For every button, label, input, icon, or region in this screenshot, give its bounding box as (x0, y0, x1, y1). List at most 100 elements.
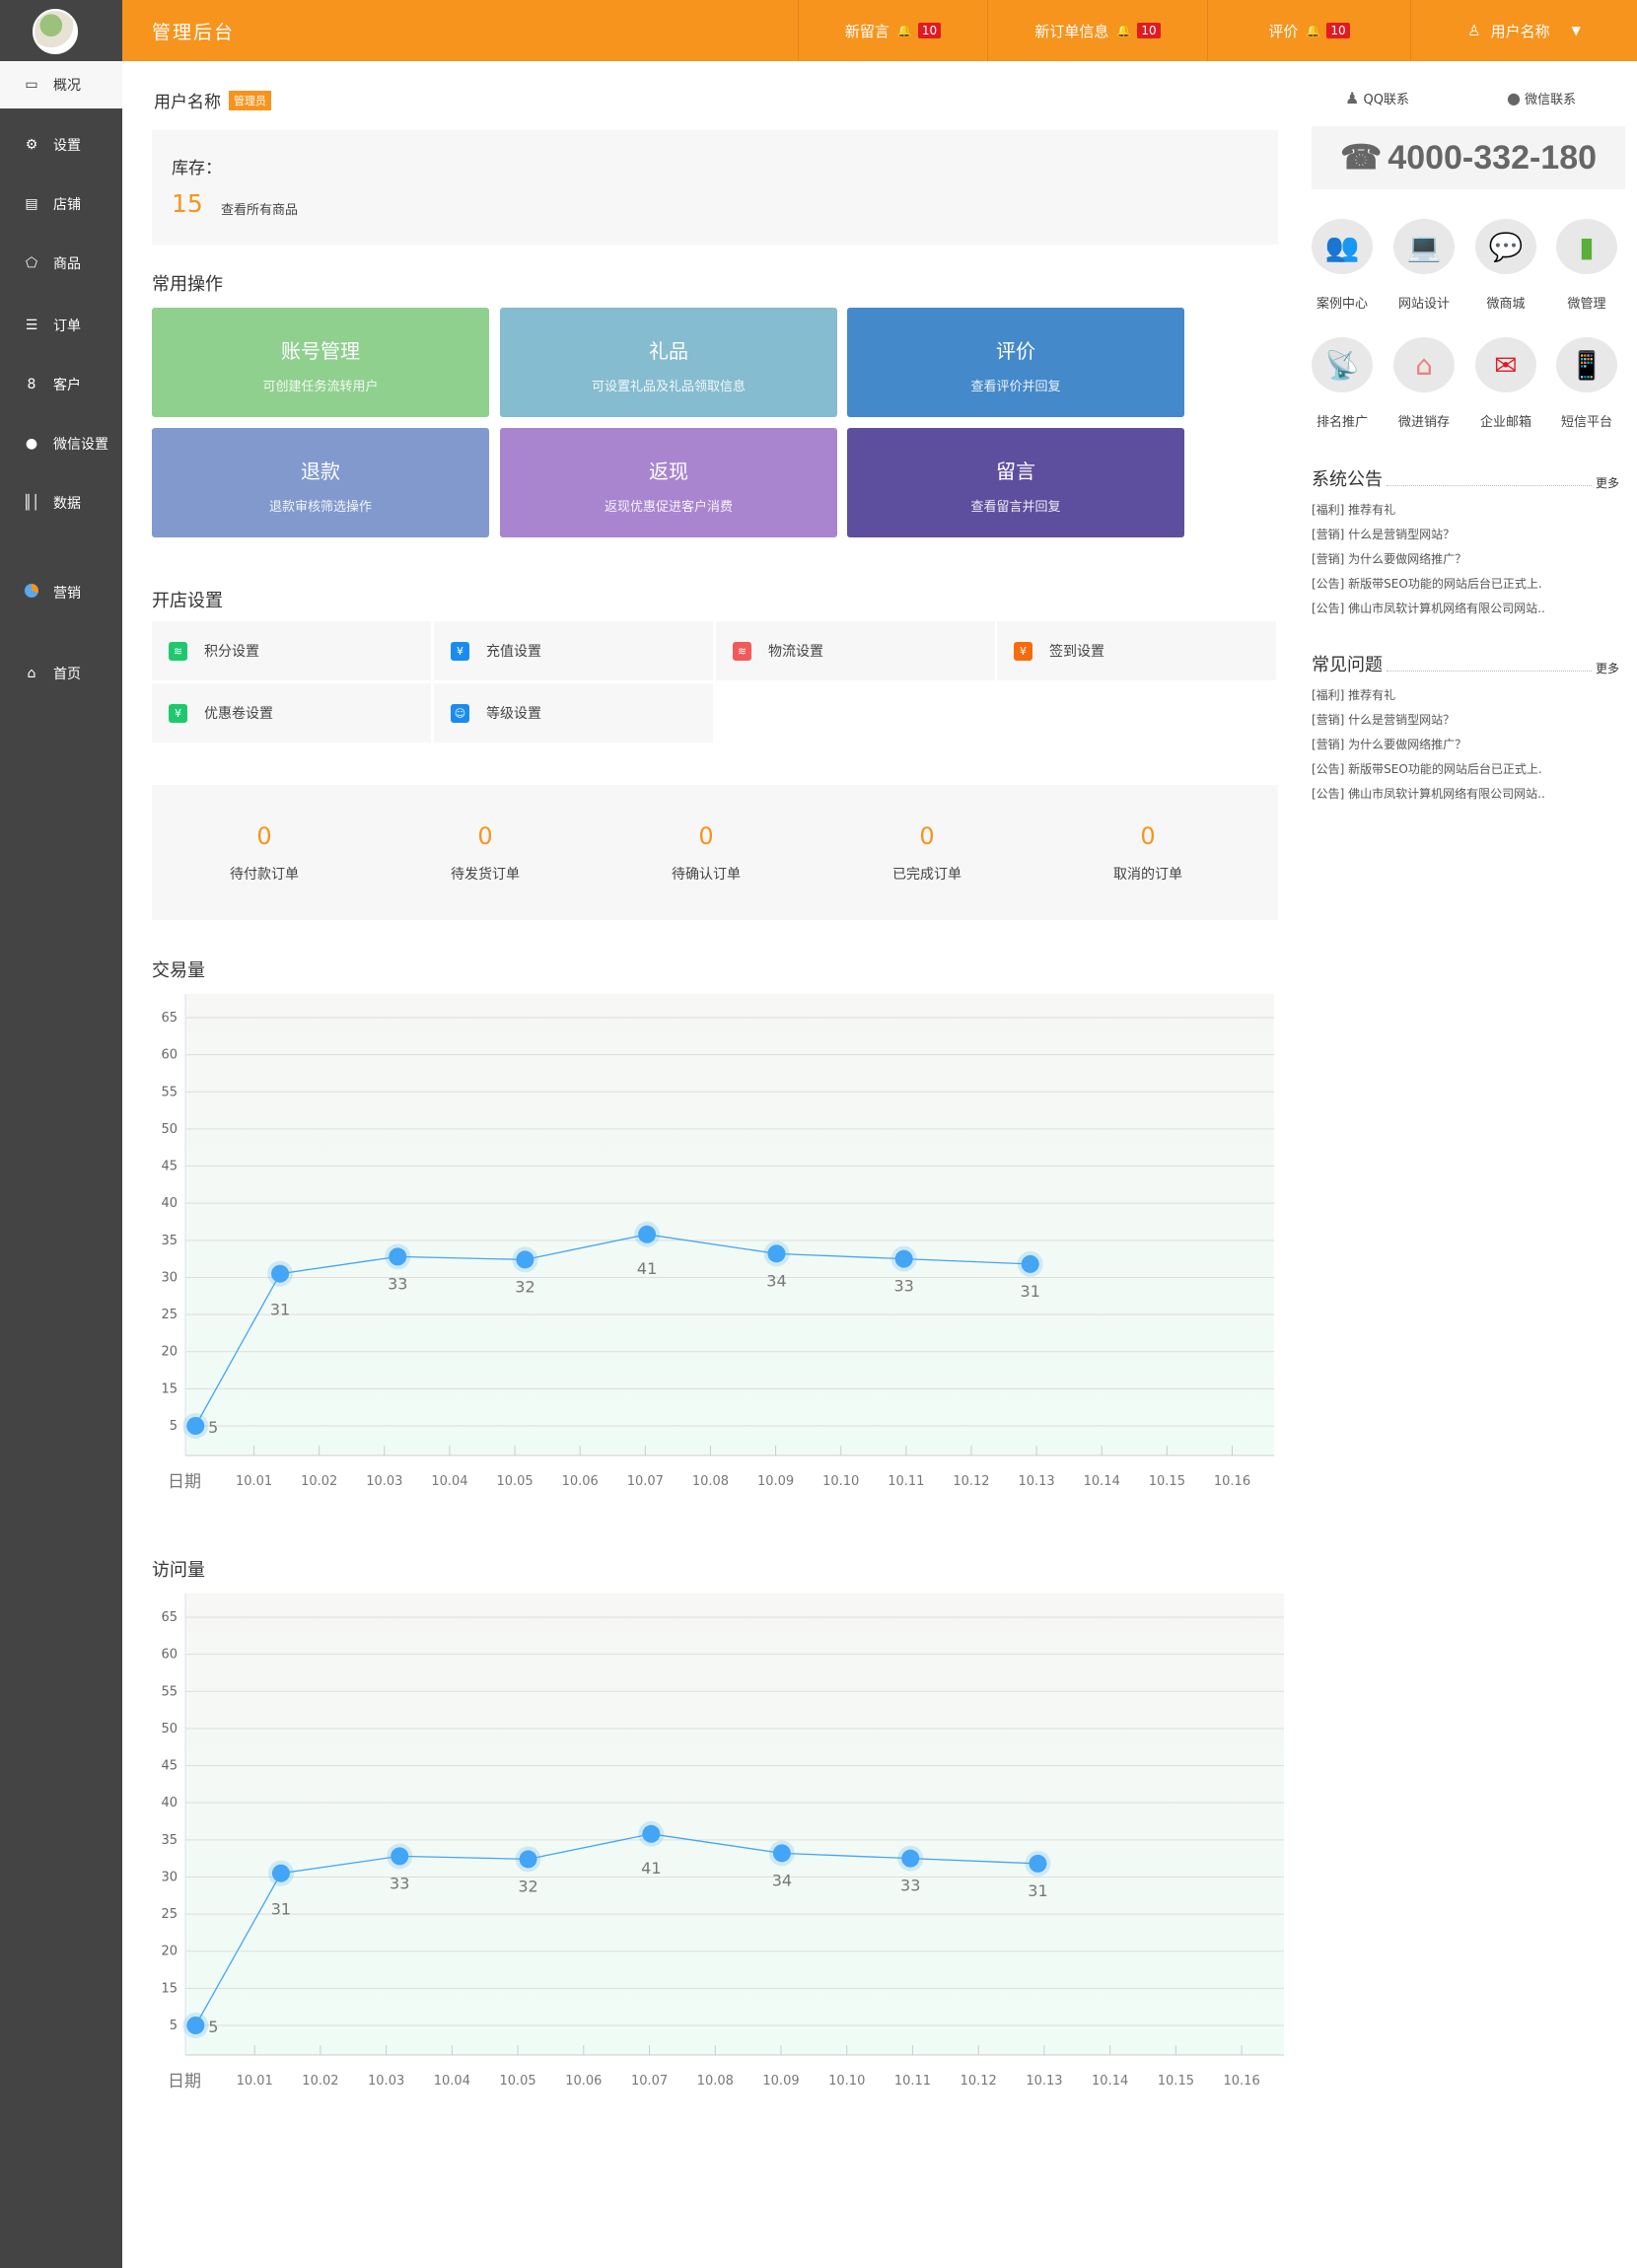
faq-item[interactable]: [公告] 佛山市凤软计算机网络有限公司网站.. (1312, 787, 1545, 801)
order-stat-label: 待确认订单 (672, 867, 741, 883)
user-icon: ♙ (1467, 22, 1481, 39)
op-tile[interactable]: 返现 返现优惠促进客户消费 (500, 428, 837, 537)
faq-item[interactable]: [公告] 新版带SEO功能的网站后台已正式上. (1312, 762, 1542, 776)
app-shortcut-icon[interactable]: 💻 (1393, 219, 1455, 274)
app-shortcut-icon[interactable]: ▮ (1556, 219, 1617, 274)
data-label: 32 (518, 1877, 537, 1895)
notice-item[interactable]: [营销] 什么是营销型网站？ (1312, 528, 1456, 541)
y-tick-label: 55 (161, 1085, 178, 1099)
notice-item[interactable]: [营销] 为什么要做网络推广？ (1312, 552, 1467, 566)
op-tile-title: 留言 (996, 460, 1035, 483)
app-shortcut-icon[interactable]: 📱 (1556, 337, 1617, 392)
op-tile[interactable]: 礼品 可设置礼品及礼品领取信息 (500, 308, 837, 417)
app-shortcut-label[interactable]: 企业邮箱 (1479, 415, 1531, 430)
op-tile-desc: 可设置礼品及礼品领取信息 (591, 380, 746, 394)
pie-icon (22, 584, 41, 602)
notice-item[interactable]: [公告] 新版带SEO功能的网站后台已正式上. (1312, 577, 1542, 591)
y-tick-label: 60 (161, 1648, 178, 1663)
new-messages-button[interactable]: 新留言 🔔 10 (798, 0, 987, 61)
app-shortcut-label[interactable]: 短信平台 (1560, 415, 1612, 430)
app-shortcut-label[interactable]: 排名推广 (1316, 415, 1368, 430)
order-stat[interactable]: 0 待发货订单 (373, 785, 598, 884)
new-orders-button[interactable]: 新订单信息 🔔 10 (987, 0, 1207, 61)
op-tile[interactable]: 留言 查看留言并回复 (847, 428, 1184, 537)
setting-label: 等级设置 (486, 706, 541, 722)
app-shortcut-label[interactable]: 微进销存 (1397, 415, 1450, 430)
sidebar-item-data[interactable]: ║│ 数据 (23, 495, 81, 512)
app-shortcut-icon[interactable]: 💬 (1475, 219, 1536, 274)
sidebar-item-products[interactable]: ⬠ 商品 (0, 240, 122, 287)
op-tile[interactable]: 退款 退款审核筛选操作 (152, 428, 489, 537)
order-stat-value: 0 (256, 822, 272, 850)
sidebar-item-customers[interactable]: 8 客户 (0, 361, 122, 408)
wechat-contact-link[interactable]: ● 微信联系 (1507, 89, 1577, 107)
wechat-icon: ● (25, 436, 38, 452)
y-tick-label: 20 (161, 1945, 178, 1959)
bars-icon: ║│ (23, 495, 40, 511)
count-badge: 10 (1137, 23, 1161, 38)
y-tick-label: 40 (161, 1196, 178, 1211)
sidebar-item-store[interactable]: ▤ 店铺 (0, 180, 122, 228)
x-tick-label: 10.11 (894, 2074, 931, 2089)
notice-item[interactable]: [福利] 推荐有礼 (1312, 503, 1396, 517)
sidebar-item-settings[interactable]: ⚙ 设置 (0, 121, 122, 169)
app-shortcut-label[interactable]: 案例中心 (1316, 297, 1368, 312)
data-point (767, 1244, 786, 1263)
app-shortcut-icon[interactable]: 👥 (1312, 219, 1373, 274)
app-shortcut-label[interactable]: 网站设计 (1397, 297, 1450, 312)
notice-more-link[interactable]: 更多 (1595, 476, 1619, 490)
shop-setting-item[interactable]: ¥ 充值设置 (434, 621, 713, 680)
sidebar-item-wechat[interactable]: ● 微信设置 (0, 420, 122, 467)
data-label: 31 (270, 1301, 290, 1319)
shop-setting-item[interactable]: ¥ 签到设置 (997, 621, 1276, 680)
sidebar-item-home[interactable]: ⌂ 首页 (0, 650, 122, 697)
order-stat[interactable]: 0 已完成订单 (815, 785, 1039, 884)
faq-more-link[interactable]: 更多 (1595, 662, 1619, 675)
store-icon: ▤ (25, 196, 38, 212)
shop-setting-item[interactable]: ☺ 等级设置 (434, 683, 713, 743)
faq-header: 常见问题 更多 (1312, 651, 1619, 676)
sidebar-item-overview[interactable]: ▭ 概况 (0, 61, 122, 108)
shop-setting-item[interactable]: ≋ 物流设置 (716, 621, 995, 680)
app-shortcut-icon[interactable]: ⌂ (1393, 337, 1455, 392)
app-shortcut-label[interactable]: 微商城 (1486, 297, 1526, 312)
data-point (516, 1250, 534, 1269)
order-stat[interactable]: 0 取消的订单 (1035, 785, 1260, 884)
view-all-products-link[interactable]: 查看所有商品 (221, 203, 299, 218)
sidebar-item-orders[interactable]: ☰ 订单 (0, 302, 122, 349)
data-point (642, 1824, 661, 1843)
username: 用户名称 (154, 93, 221, 112)
app-title: 管理后台 (152, 22, 236, 43)
op-tile[interactable]: 评价 查看评价并回复 (847, 308, 1184, 417)
user-menu-dropdown[interactable]: ♙ 用户名称 ▼ (1410, 0, 1637, 61)
y-tick-label: 20 (161, 1345, 178, 1360)
order-stat-value: 0 (919, 822, 935, 850)
reviews-button[interactable]: 评价 🔔 10 (1207, 0, 1410, 61)
order-stat[interactable]: 0 待付款订单 (152, 785, 377, 884)
data-point (519, 1850, 537, 1869)
shop-setting-item[interactable]: ≋ 积分设置 (152, 621, 431, 680)
app-shortcut-label[interactable]: 微管理 (1567, 297, 1606, 312)
order-stat[interactable]: 0 待确认订单 (594, 785, 818, 884)
faq-item[interactable]: [营销] 为什么要做网络推广？ (1312, 738, 1467, 751)
user-info: 用户名称 管理员 (154, 88, 271, 112)
sidebar-item-marketing[interactable]: 营销 (0, 569, 122, 616)
qq-contact-link[interactable]: ♟ QQ联系 (1345, 89, 1409, 107)
shop-setting-item[interactable]: ¥ 优惠卷设置 (152, 683, 431, 743)
y-tick-label: 45 (161, 1160, 178, 1174)
data-point (1029, 1854, 1047, 1873)
data-label: 5 (208, 1418, 218, 1437)
home-icon: ⌂ (27, 666, 36, 681)
data-point (1021, 1254, 1039, 1273)
series-line (194, 1833, 1038, 2026)
faq-item[interactable]: [福利] 推荐有礼 (1312, 688, 1396, 702)
x-tick-label: 10.02 (301, 1474, 337, 1489)
app-shortcut-icon[interactable]: ✉ (1475, 337, 1536, 392)
y-tick-label: 35 (161, 1833, 178, 1848)
notice-item[interactable]: [公告] 佛山市凤软计算机网络有限公司网站.. (1312, 602, 1545, 615)
op-tile[interactable]: 账号管理 可创建任务流转用户 (152, 308, 489, 417)
app-shortcut-icon[interactable]: 📡 (1312, 337, 1373, 392)
telephone-icon: ☎ (1339, 139, 1383, 177)
faq-item[interactable]: [营销] 什么是营销型网站？ (1312, 713, 1456, 727)
y-tick-label: 60 (161, 1048, 178, 1063)
